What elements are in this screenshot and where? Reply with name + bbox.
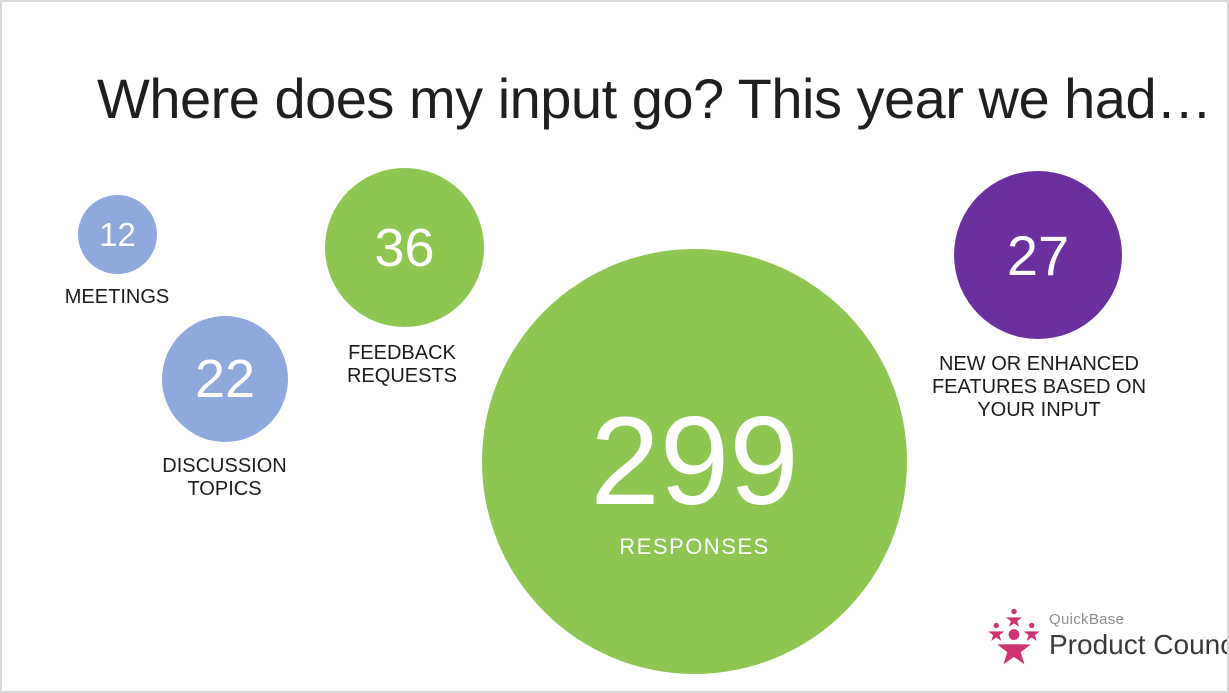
logo-text: QuickBase Product Council: [1049, 611, 1229, 660]
bubble-responses-label: RESPONSES: [619, 534, 770, 559]
bubble-new-features-value: 27: [1006, 223, 1070, 287]
label-line: YOUR INPUT: [977, 399, 1101, 421]
label-line: FEATURES BASED ON: [931, 376, 1147, 398]
label-line: FEEDBACK: [348, 342, 456, 364]
bubble-meetings: 12: [78, 195, 157, 274]
bubble-responses-content: 299 RESPONSES: [590, 399, 799, 560]
bubble-feedback-requests: 36: [325, 168, 484, 327]
bubble-discussion-topics: 22: [162, 316, 288, 442]
bubble-feedback-requests-value: 36: [374, 217, 435, 278]
logo-brand-name: QuickBase: [1049, 611, 1125, 628]
bubble-discussion-topics-value: 22: [194, 349, 256, 409]
bubble-responses-value: 299: [590, 392, 799, 531]
label-line: DISCUSSION: [162, 455, 287, 477]
label-line: MEETINGS: [64, 286, 170, 308]
bubble-feedback-requests-label: FEEDBACK REQUESTS: [322, 342, 482, 388]
page-title: Where does my input go? This year we had…: [97, 67, 1212, 130]
logo-product-name: Product Council: [1049, 628, 1229, 660]
label-line: REQUESTS: [346, 365, 458, 387]
bubble-responses: 299 RESPONSES: [482, 249, 907, 674]
people-pyramid-icon: [988, 608, 1040, 665]
label-line: TOPICS: [187, 478, 262, 500]
quickbase-product-council-logo: QuickBase Product Council: [986, 605, 1229, 665]
bubble-new-features: 27: [954, 171, 1122, 339]
label-line: NEW OR ENHANCED: [938, 353, 1139, 375]
bubble-new-features-label: NEW OR ENHANCED FEATURES BASED ON YOUR I…: [919, 353, 1159, 422]
bubble-meetings-value: 12: [99, 215, 136, 253]
bubble-discussion-topics-label: DISCUSSION TOPICS: [144, 455, 305, 501]
bubble-meetings-label: MEETINGS: [37, 286, 197, 309]
